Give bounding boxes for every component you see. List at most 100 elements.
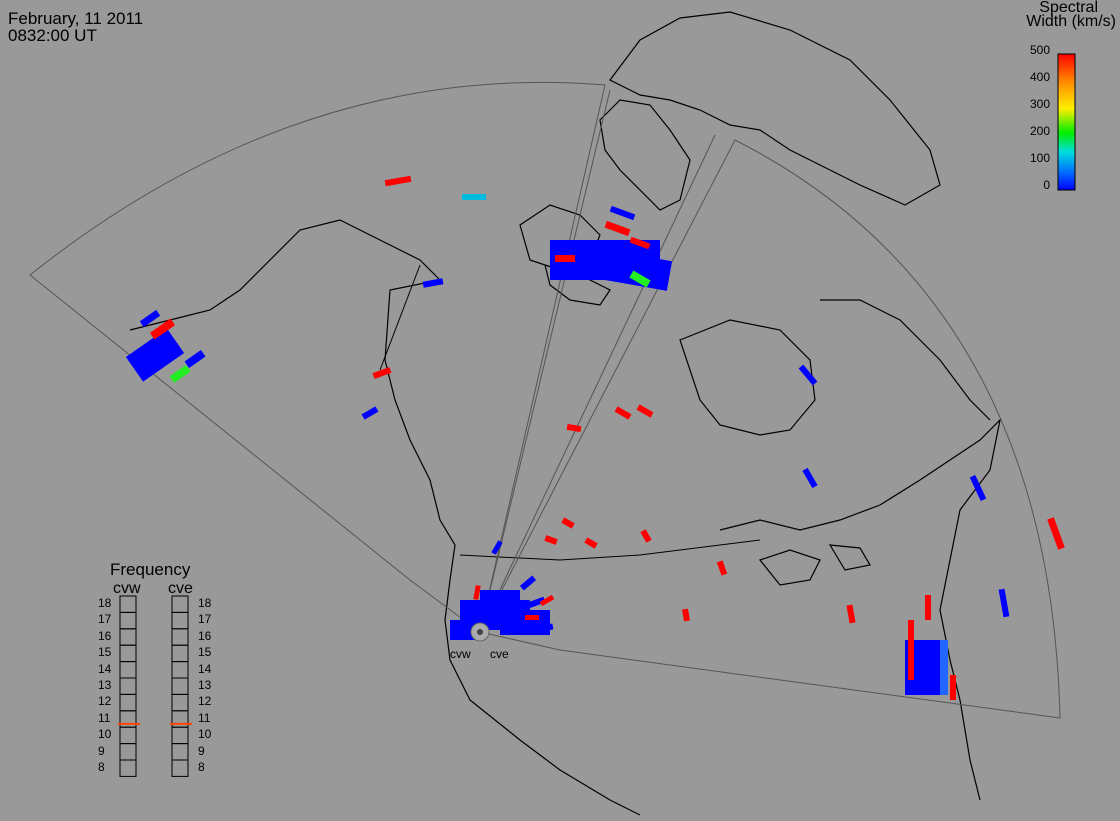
fov-outlines xyxy=(29,81,1061,719)
scatter-cell xyxy=(372,367,392,379)
frequency-cell xyxy=(171,628,189,646)
legend-tick-label: 0 xyxy=(1043,178,1050,192)
scatter-cell xyxy=(169,364,191,384)
frequency-title: Frequency xyxy=(110,560,191,579)
scatter-cell xyxy=(462,194,486,200)
frequency-cell xyxy=(119,661,137,679)
scatter-cell xyxy=(998,588,1010,618)
frequency-cell xyxy=(171,743,189,761)
frequency-tick-right: 12 xyxy=(198,694,212,709)
legend-tick-label: 100 xyxy=(1029,151,1050,165)
frequency-tick-left: 8 xyxy=(98,760,105,774)
time-label: 0832:00 UT xyxy=(8,26,97,45)
scatter-cell xyxy=(940,640,948,695)
frequency-tick-right: 16 xyxy=(198,628,212,643)
frequency-tick-left: 13 xyxy=(98,678,112,692)
frequency-cell xyxy=(171,644,189,663)
frequency-tick-right: 14 xyxy=(198,661,212,676)
scatter-cell xyxy=(609,205,636,221)
fov-cvw xyxy=(29,81,606,633)
legend-title-line2: Width (km/s) xyxy=(1026,13,1116,30)
scatter-cell xyxy=(184,349,206,369)
site-label-cve: cve xyxy=(490,647,509,661)
freq-label-cvw: cvw xyxy=(113,580,141,597)
date-label: February, 11 2011 xyxy=(8,9,144,28)
scatter-cell xyxy=(519,575,537,591)
frequency-tick-right: 8 xyxy=(198,760,205,774)
fov-inner-1 xyxy=(479,134,716,633)
scatter-cell xyxy=(473,585,481,600)
scatter-cell xyxy=(846,604,856,624)
scatter-cell xyxy=(716,560,728,576)
scatter-cell xyxy=(525,615,539,620)
hudson-bay xyxy=(679,319,816,436)
radar-site-marker xyxy=(470,622,490,642)
frequency-tick-right: 15 xyxy=(198,645,212,660)
frequency-tick-left: 10 xyxy=(98,727,112,742)
frequency-tick-left: 15 xyxy=(98,645,112,660)
scatter-cell xyxy=(555,255,575,262)
scatter-cell xyxy=(925,595,931,620)
scatter-cell xyxy=(614,406,632,420)
frequency-tick-right: 11 xyxy=(198,710,211,725)
scatter-cell xyxy=(1047,517,1065,550)
scatter-cell xyxy=(636,404,654,418)
labrador-coast xyxy=(820,299,991,421)
scatter-cell xyxy=(422,278,444,288)
scatter-cell xyxy=(597,249,673,291)
frequency-cell xyxy=(171,611,189,630)
site-label-cvw: cvw xyxy=(450,647,471,661)
scatter-cell xyxy=(640,529,652,543)
frequency-tick-right: 17 xyxy=(198,612,212,627)
west-coast xyxy=(129,219,641,816)
scatter-cell xyxy=(566,423,582,433)
frequency-cell xyxy=(119,743,137,761)
us-canada-border xyxy=(459,539,761,561)
scatter-cell xyxy=(629,270,651,288)
great-lakes xyxy=(758,544,871,586)
frequency-tick-left: 14 xyxy=(98,661,112,676)
frequency-cell xyxy=(119,644,137,663)
scatter-cell xyxy=(798,364,818,386)
frequency-cell xyxy=(171,677,189,695)
frequency-tick-right: 9 xyxy=(198,743,205,758)
frequency-tick-right: 13 xyxy=(198,678,212,692)
colorbar xyxy=(1057,53,1076,191)
scatter-cell xyxy=(539,594,555,607)
greenland-coast xyxy=(609,11,941,206)
scatter-cell xyxy=(682,608,690,622)
scatter-cell xyxy=(969,474,987,502)
legend-tick-label: 300 xyxy=(1029,97,1050,111)
legend-title-line1: Spectral xyxy=(1039,0,1098,16)
scatter-cell xyxy=(950,675,956,700)
frequency-cell xyxy=(119,759,137,777)
legend-tick-label: 200 xyxy=(1029,124,1050,138)
frequency-tick-left: 9 xyxy=(98,743,105,758)
frequency-cell xyxy=(171,661,189,679)
coastlines xyxy=(129,11,1001,816)
east-coast xyxy=(719,418,1001,801)
frequency-cell xyxy=(171,693,189,712)
scatter-cell xyxy=(629,236,651,250)
legend-tick-label: 500 xyxy=(1029,43,1050,57)
alaska-border xyxy=(379,264,421,371)
frequency-cell xyxy=(171,759,189,777)
frequency-cell xyxy=(119,628,137,646)
frequency-cell xyxy=(119,595,137,613)
frequency-cell xyxy=(119,726,137,745)
scatter-cell xyxy=(361,406,379,420)
frequency-tick-left: 16 xyxy=(98,628,112,643)
frequency-tick-right: 10 xyxy=(198,727,212,742)
frequency-cell xyxy=(119,677,137,695)
frequency-tick-left: 12 xyxy=(98,694,112,709)
frequency-tick-right: 18 xyxy=(198,596,212,610)
frequency-cell xyxy=(171,595,189,613)
scatter-cell xyxy=(125,328,185,382)
scatter-cell xyxy=(534,623,554,633)
frequency-tick-left: 18 xyxy=(98,596,112,610)
scatter-cell xyxy=(908,620,914,680)
scatter-cell xyxy=(544,535,558,545)
frequency-cell xyxy=(171,726,189,745)
scatter-cell xyxy=(384,175,412,187)
